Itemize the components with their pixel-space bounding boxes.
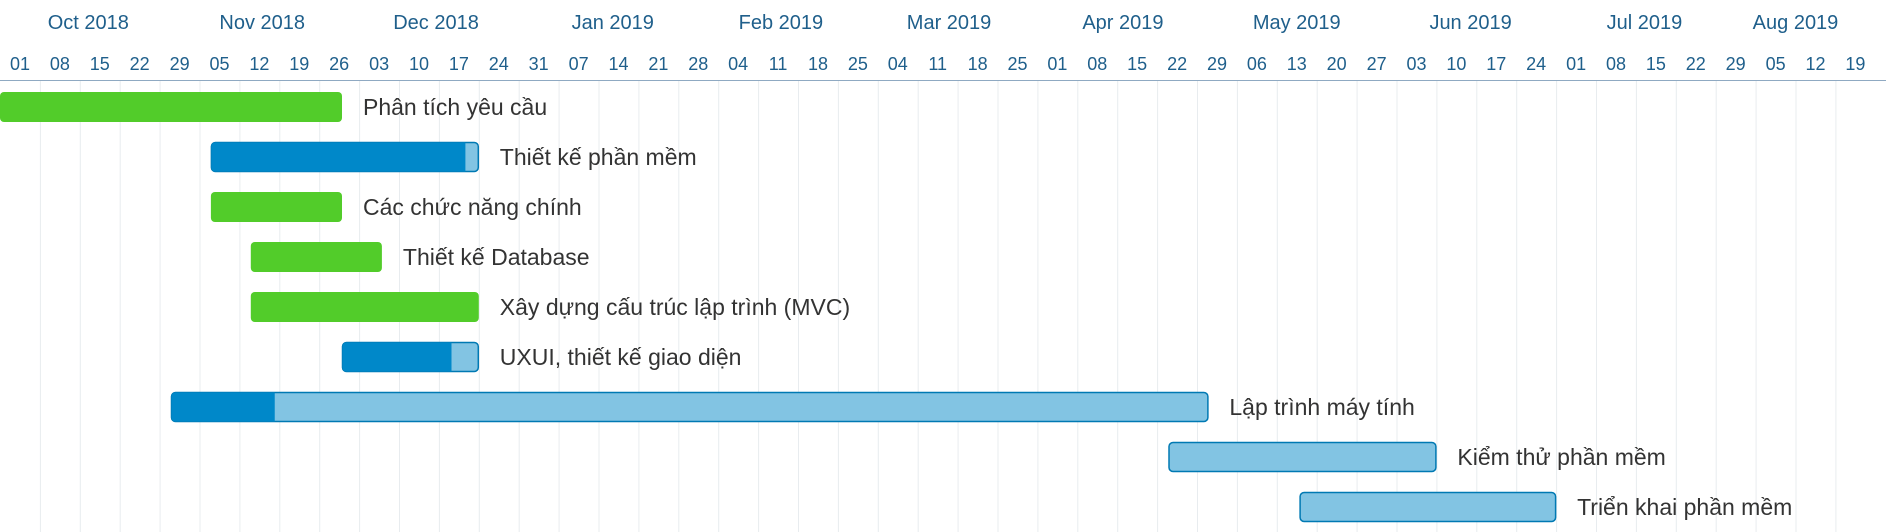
week-tick-label: 12 [1805, 54, 1825, 74]
task-label: Thiết kế Database [403, 244, 590, 270]
week-tick-label: 24 [1526, 54, 1546, 74]
month-label: Jun 2019 [1429, 12, 1511, 34]
week-tick-label: 17 [1486, 54, 1506, 74]
month-axis: Oct 2018 Nov 2018 Dec 2018 Jan 2019 Feb 2019… [48, 12, 1839, 34]
week-tick-label: 11 [928, 54, 947, 74]
task-row: Thiết kế phần mềm [210, 141, 697, 173]
task-row: Lập trình máy tính [170, 391, 1415, 423]
week-tick-label: 19 [1845, 54, 1865, 74]
week-tick-label: 25 [848, 54, 868, 74]
week-tick-label: 15 [1127, 54, 1147, 74]
task-bar-complete [0, 92, 342, 122]
week-tick-label: 03 [1406, 54, 1426, 74]
week-tick-label: 22 [1686, 54, 1706, 74]
task-row: Thiết kế Database [250, 242, 590, 272]
week-tick-label: 24 [489, 54, 509, 74]
task-row: UXUI, thiết kế giao diện [341, 341, 742, 373]
task-progress-fill [211, 142, 466, 172]
task-row: Các chức năng chính [210, 192, 582, 222]
week-tick-label: 25 [1007, 54, 1027, 74]
task-bar [1168, 441, 1437, 473]
task-row: Kiểm thử phần mềm [1168, 441, 1666, 473]
task-label: Phân tích yêu cầu [363, 94, 547, 120]
week-tick-label: 12 [249, 54, 269, 74]
week-tick-label: 03 [369, 54, 389, 74]
month-label: Jan 2019 [572, 12, 654, 34]
week-tick-label: 20 [1327, 54, 1347, 74]
week-tick-label: 08 [50, 54, 70, 74]
week-tick-label: 18 [808, 54, 828, 74]
week-tick-label: 29 [1726, 54, 1746, 74]
week-tick-label: 07 [569, 54, 589, 74]
week-tick-label: 17 [449, 54, 469, 74]
week-tick-label: 01 [10, 54, 30, 74]
week-tick-label: 05 [209, 54, 229, 74]
week-tick-label: 29 [170, 54, 190, 74]
task-bar-complete [250, 242, 382, 272]
task-progress-fill [171, 392, 275, 422]
week-tick-label: 06 [1247, 54, 1267, 74]
task-label: UXUI, thiết kế giao diện [500, 344, 742, 370]
task-bar [1299, 491, 1557, 523]
task-row: Phân tích yêu cầu [0, 92, 547, 122]
month-label: Feb 2019 [739, 12, 824, 34]
week-tick-label: 04 [888, 54, 908, 74]
task-progress-fill [342, 342, 452, 372]
month-label: Dec 2018 [393, 12, 479, 34]
week-tick-label: 04 [728, 54, 748, 74]
month-label: Oct 2018 [48, 12, 129, 34]
task-bar [170, 391, 1209, 423]
week-tick-label: 21 [648, 54, 668, 74]
week-tick-label: 10 [1446, 54, 1466, 74]
task-label: Thiết kế phần mềm [500, 144, 697, 170]
task-label: Xây dựng cấu trúc lập trình (MVC) [500, 294, 850, 320]
task-label: Kiểm thử phần mềm [1457, 444, 1665, 470]
task-label: Lập trình máy tính [1229, 394, 1414, 420]
task-bar-complete [250, 292, 479, 322]
task-label: Các chức năng chính [363, 194, 582, 220]
month-label: Mar 2019 [907, 12, 992, 34]
task-row: Triển khai phần mềm [1299, 491, 1792, 523]
month-label: Aug 2019 [1753, 12, 1839, 34]
week-tick-label: 05 [1766, 54, 1786, 74]
week-tick-label: 10 [409, 54, 429, 74]
month-label: Apr 2019 [1082, 12, 1163, 34]
week-tick-label: 28 [688, 54, 708, 74]
week-tick-label: 15 [90, 54, 110, 74]
task-bars: Phân tích yêu cầu Thiết kế phần mềm Các ch… [0, 92, 1792, 523]
month-label: Nov 2018 [219, 12, 305, 34]
week-tick-label: 22 [130, 54, 150, 74]
week-tick-label: 26 [329, 54, 349, 74]
week-tick-label: 18 [968, 54, 988, 74]
week-tick-label: 15 [1646, 54, 1666, 74]
task-row: Xây dựng cấu trúc lập trình (MVC) [250, 292, 850, 322]
week-tick-label: 08 [1087, 54, 1107, 74]
week-tick-label: 08 [1606, 54, 1626, 74]
month-label: Jul 2019 [1607, 12, 1683, 34]
month-label: May 2019 [1253, 12, 1341, 34]
week-tick-label: 13 [1287, 54, 1307, 74]
week-tick-label: 01 [1047, 54, 1067, 74]
week-tick-label: 11 [769, 54, 788, 74]
week-tick-label: 22 [1167, 54, 1187, 74]
week-axis: 01 08 15 22 29 05 12 19 26 03 10 17 24 31 07 14 21 28 04 11… [10, 54, 1865, 74]
week-tick-label: 31 [529, 54, 549, 74]
week-tick-label: 19 [289, 54, 309, 74]
week-tick-label: 29 [1207, 54, 1227, 74]
task-bar-complete [210, 192, 342, 222]
week-tick-label: 14 [608, 54, 628, 74]
week-tick-label: 27 [1367, 54, 1387, 74]
task-label: Triển khai phần mềm [1577, 494, 1792, 520]
week-tick-label: 01 [1566, 54, 1586, 74]
